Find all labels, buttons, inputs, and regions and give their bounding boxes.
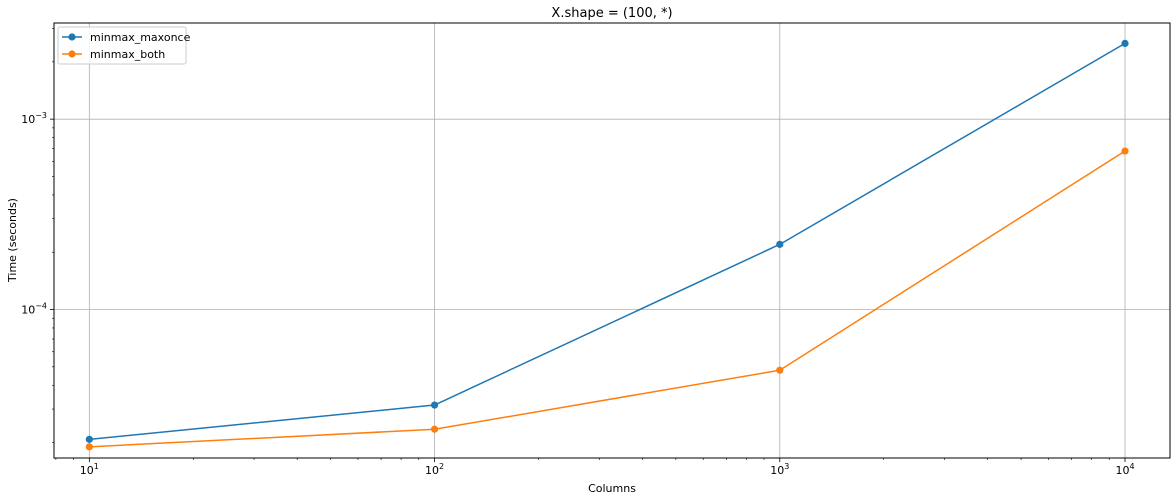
data-point-minmax-maxonce [85, 435, 93, 443]
y-tick-label: 10−4 [21, 302, 47, 317]
legend-label-minmax-both: minmax_both [90, 48, 165, 61]
ticks: 101 102 103 104 10−4 10−3 [21, 111, 1134, 477]
series [85, 39, 1129, 451]
data-point-minmax-maxonce [1121, 39, 1129, 48]
y-axis-label: Time (seconds) [6, 198, 19, 283]
x-axis-label: Columns [588, 482, 636, 495]
grid [54, 23, 1170, 458]
x-tick-label: 102 [425, 462, 444, 477]
data-point-minmax-maxonce [430, 401, 439, 409]
series-line-minmax-both [89, 150, 1126, 448]
legend-marker-minmax-both [68, 50, 76, 58]
data-point-minmax-both [776, 366, 784, 374]
plot-frame [53, 22, 1171, 459]
data-point-minmax-both [430, 425, 439, 433]
y-tick-label: 10−3 [21, 111, 47, 126]
x-tick-label: 101 [80, 462, 99, 477]
series-line-minmax-maxonce [89, 42, 1126, 441]
legend-box [57, 26, 187, 65]
legend: minmax_maxonce minmax_both [57, 26, 191, 65]
chart-title: X.shape = (100, *) [551, 6, 672, 21]
legend-label-minmax-maxonce: minmax_maxonce [90, 31, 191, 44]
data-point-minmax-both [1121, 147, 1129, 155]
x-tick-label: 104 [1115, 462, 1134, 477]
data-point-minmax-maxonce [776, 240, 784, 248]
legend-marker-minmax-maxonce [68, 33, 76, 41]
data-point-minmax-both [85, 443, 93, 451]
x-tick-label: 103 [770, 462, 789, 477]
